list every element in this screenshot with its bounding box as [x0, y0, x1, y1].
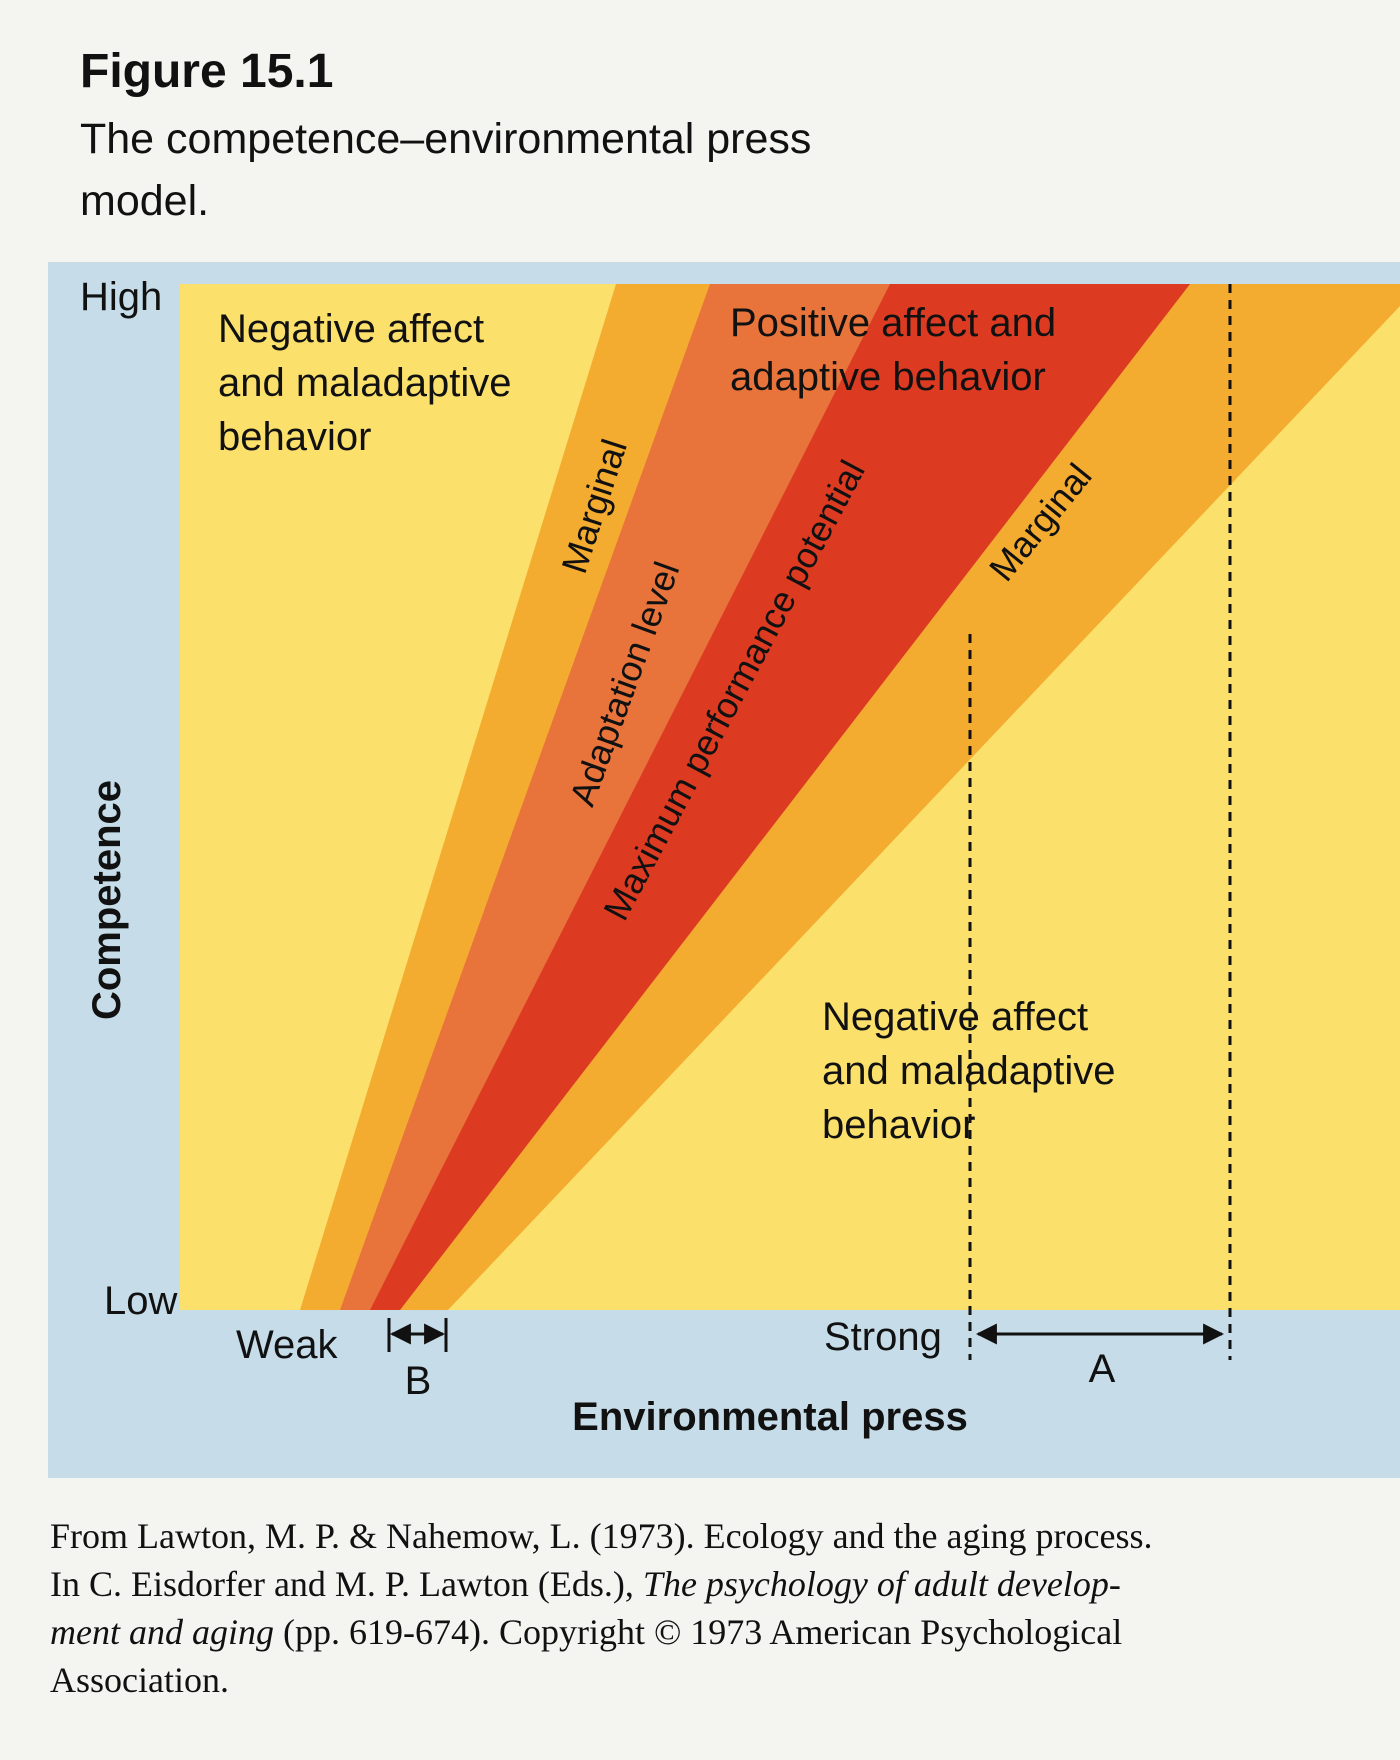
- credit-line-2: In C. Eisdorfer and M. P. Lawton (Eds.),…: [50, 1560, 1370, 1608]
- negative-affect-lower-label: Negative affect and maladaptive behavior: [822, 995, 1127, 1147]
- competence-press-diagram: High Low Competence Weak Strong Environm…: [80, 275, 1400, 1439]
- environmental-press-axis-title: Environmental press: [572, 1395, 968, 1439]
- credit-line-3: ment and aging (pp. 619-674). Copyright …: [50, 1608, 1370, 1656]
- range-b-label: B: [405, 1359, 432, 1403]
- negative-affect-upper-label: Negative affect and maladaptive behavior: [218, 307, 523, 459]
- diagram-panel: High Low Competence Weak Strong Environm…: [48, 262, 1400, 1478]
- maximum-performance-band-area: [370, 284, 1190, 1310]
- credit-line-1: From Lawton, M. P. & Nahemow, L. (1973).…: [50, 1516, 1153, 1556]
- press-strong-label: Strong: [824, 1315, 942, 1359]
- book-title-part-2: ment and aging: [50, 1612, 274, 1652]
- competence-high-label: High: [80, 275, 162, 319]
- competence-axis-title: Competence: [85, 780, 129, 1020]
- credit-line-2-prefix: In C. Eisdorfer and M. P. Lawton (Eds.),: [50, 1564, 634, 1604]
- book-title-part-1: The psychology of adult develop-: [642, 1564, 1121, 1604]
- positive-affect-label: Positive affect and adaptive behavior: [730, 301, 1067, 399]
- competence-low-label: Low: [104, 1279, 177, 1323]
- credit-line-4: Association.: [50, 1660, 229, 1700]
- press-weak-label: Weak: [236, 1323, 339, 1367]
- figure-label: Figure 15.1: [80, 45, 334, 98]
- range-a-label: A: [1089, 1347, 1116, 1391]
- figure-caption: The competence–environmental press model…: [80, 115, 812, 225]
- source-credit: From Lawton, M. P. & Nahemow, L. (1973).…: [50, 1512, 1370, 1704]
- credit-line-3-suffix: (pp. 619-674). Copyright © 1973 American…: [282, 1612, 1123, 1652]
